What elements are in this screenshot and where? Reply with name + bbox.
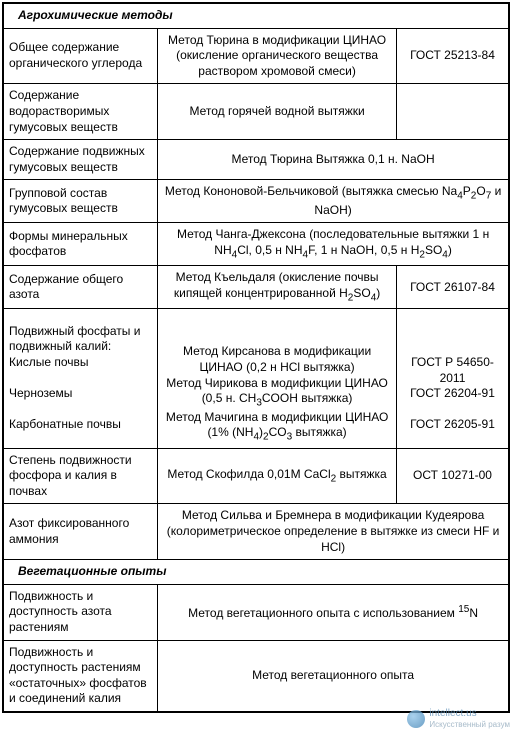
footer-watermark: intellect.us Искусственный разум bbox=[407, 708, 510, 729]
parameter-cell: Содержание подвижных гумусовых веществ bbox=[3, 140, 158, 180]
parameter-cell: Общее содержание органического углерода bbox=[3, 28, 158, 84]
standard-cell: ГОСТ 25213-84 bbox=[396, 28, 509, 84]
standard-cell: ОСТ 10271-00 bbox=[396, 448, 509, 504]
table-row: Общее содержание органического углеродаМ… bbox=[3, 28, 509, 84]
method-cell: Метод Тюрина в модификации ЦИНАО (окисле… bbox=[158, 28, 397, 84]
parameter-cell: Содержание общего азота bbox=[3, 266, 158, 309]
standard-cell: ГОСТ Р 54650-2011ГОСТ 26204-91ГОСТ 26205… bbox=[396, 309, 509, 448]
methods-table: Агрохимические методыОбщее содержание ор… bbox=[2, 2, 510, 713]
parameter-cell: Групповой состав гумусовых веществ bbox=[3, 180, 158, 223]
footer-brand: intellect.us bbox=[429, 708, 476, 719]
method-cell: Метод Кирсанова в модификации ЦИНАО (0,2… bbox=[158, 309, 397, 448]
parameter-cell: Подвижность и доступность азота растения… bbox=[3, 584, 158, 640]
method-cell: Метод Чанга-Джексона (последо­вательные … bbox=[158, 223, 509, 266]
section-header: Агрохимические методы bbox=[3, 3, 509, 28]
table-row: Групповой состав гумусовых веществМетод … bbox=[3, 180, 509, 223]
table-row: Подвижность и доступность растениям «ост… bbox=[3, 640, 509, 712]
standard-cell: ГОСТ 26107-84 bbox=[396, 266, 509, 309]
parameter-cell: Формы минеральных фосфатов bbox=[3, 223, 158, 266]
method-cell: Метод Скофилда 0,01М CaCl2 вытяжка bbox=[158, 448, 397, 504]
footer-tagline: Искусственный разум bbox=[429, 720, 510, 729]
table-row: Азот фиксированного аммонияМетод Сильва … bbox=[3, 504, 509, 560]
method-cell: Метод Сильва и Бремнера в модификации Ку… bbox=[158, 504, 509, 560]
parameter-cell: Степень подвижности фосфора и калия в по… bbox=[3, 448, 158, 504]
method-cell: Метод Къельдаля (окисление почвы кипящей… bbox=[158, 266, 397, 309]
table-row: Формы минеральных фосфатовМетод Чанга-Дж… bbox=[3, 223, 509, 266]
parameter-cell: Содержание водорастворимых гумусовых вещ… bbox=[3, 84, 158, 140]
method-cell: Метод Тюрина Вытяжка 0,1 н. NaOH bbox=[158, 140, 509, 180]
table-row: Содержание водорастворимых гумусовых вещ… bbox=[3, 84, 509, 140]
method-cell: Метод вегетационного опыта с использован… bbox=[158, 584, 509, 640]
standard-cell bbox=[396, 84, 509, 140]
parameter-cell: Подвижность и доступность растениям «ост… bbox=[3, 640, 158, 712]
table-row: Подвижный фосфаты и подвижный калий:Кисл… bbox=[3, 309, 509, 448]
table-row: Содержание общего азотаМетод Къельдаля (… bbox=[3, 266, 509, 309]
method-cell: Метод Кононовой-Бельчиковой (вытяжка сме… bbox=[158, 180, 509, 223]
method-cell: Метод горячей водной вытяжки bbox=[158, 84, 397, 140]
table-row: Степень подвижности фосфора и калия в по… bbox=[3, 448, 509, 504]
parameter-cell: Азот фиксированного аммония bbox=[3, 504, 158, 560]
method-cell: Метод вегетационного опыта bbox=[158, 640, 509, 712]
section-header: Вегетационные опыты bbox=[3, 560, 509, 585]
parameter-cell: Подвижный фосфаты и подвижный калий:Кисл… bbox=[3, 309, 158, 448]
table-row: Содержание подвижных гумусовых веществМе… bbox=[3, 140, 509, 180]
brain-logo-icon bbox=[407, 710, 425, 728]
table-row: Подвижность и доступность азота растения… bbox=[3, 584, 509, 640]
